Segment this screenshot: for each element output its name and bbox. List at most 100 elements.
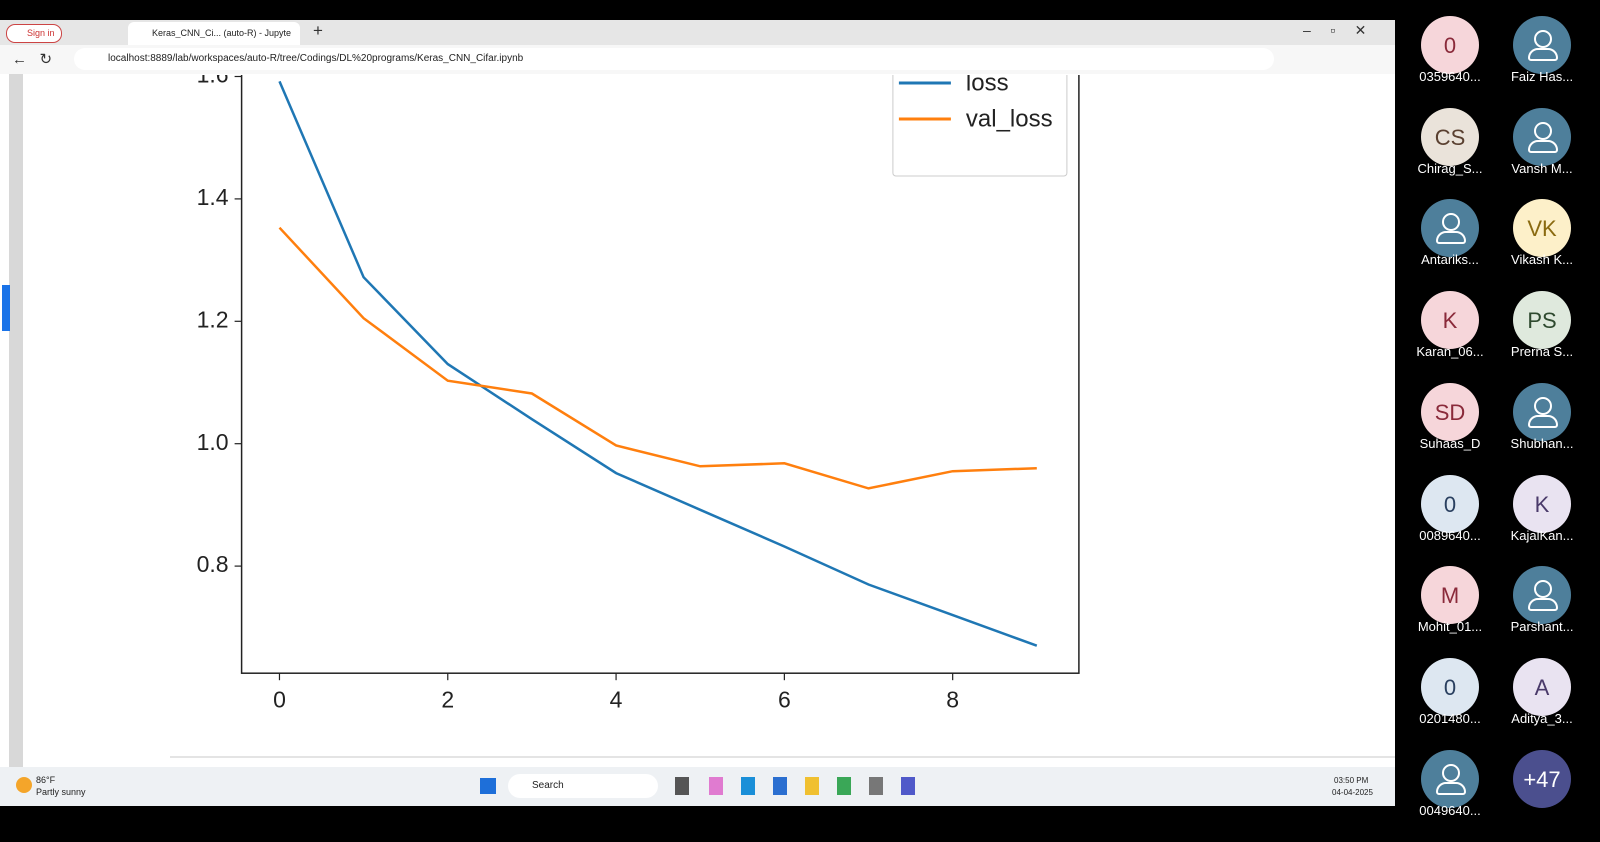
notebook-content	[0, 74, 1395, 767]
participant-name: Parshant...	[1510, 619, 1574, 635]
taskbar-apps[interactable]	[675, 777, 915, 795]
participant-avatar[interactable]: 0	[1421, 16, 1479, 74]
participant-avatar[interactable]: SD	[1421, 382, 1479, 441]
person-icon-head	[1534, 396, 1552, 415]
nav-buttons[interactable]: ← ↻	[12, 51, 53, 68]
participant-avatar[interactable]: K	[1421, 291, 1479, 350]
url-field[interactable]: localhost:8889/lab/workspaces/auto-R/tre…	[74, 48, 1274, 70]
participant-initials: M	[1440, 583, 1460, 609]
participant-avatar[interactable]: A	[1513, 657, 1571, 716]
participant-initials: 0	[1443, 33, 1457, 58]
participant-initials: VK	[1527, 216, 1557, 242]
person-icon-head	[1442, 213, 1460, 232]
person-icon-head	[1442, 763, 1460, 782]
x-tick-label: 2	[441, 686, 454, 712]
legend-label: val_loss	[966, 105, 1053, 132]
tab-title: Keras_CNN_Ci... (auto-R) - Jupyte	[152, 28, 292, 38]
sign-in-text: Sign in	[27, 28, 55, 38]
sign-in-button[interactable]: Sign in	[6, 24, 62, 43]
legend-box	[892, 75, 1068, 177]
taskbar: 86°F Partly sunny Search 03:50 PM 04-04-…	[0, 767, 1395, 806]
search-box[interactable]: Search	[508, 774, 658, 798]
person-icon-head	[1534, 580, 1552, 599]
participant-name: Suhaas_D	[1419, 435, 1481, 451]
x-tick-label: 4	[610, 686, 623, 712]
participant-avatar[interactable]: PS	[1513, 291, 1571, 350]
participant-avatar[interactable]: CS	[1421, 107, 1479, 166]
person-icon-body	[1436, 781, 1466, 795]
clock-date: 04-04-2025	[1332, 788, 1373, 797]
address-bar: ← ↻ localhost:8889/lab/workspaces/auto-R…	[0, 45, 1395, 75]
participant-avatar[interactable]: M	[1421, 566, 1479, 625]
participant-avatar[interactable]: VK	[1513, 199, 1571, 258]
participant-initials: A	[1534, 674, 1550, 700]
scrollbar	[170, 756, 1395, 758]
person-icon-body	[1436, 231, 1466, 245]
person-icon-body	[1528, 598, 1558, 612]
participant-name: 0089640...	[1419, 527, 1481, 543]
participant-avatar[interactable]	[1513, 107, 1571, 166]
side-strip	[9, 74, 23, 767]
participant-avatar[interactable]	[1513, 382, 1571, 441]
x-tick-label: 8	[946, 686, 959, 712]
participant-name: Mohit_01...	[1417, 619, 1483, 635]
y-tick-label: 1.4	[197, 184, 229, 210]
legend-label: loss	[966, 75, 1009, 96]
url-text: localhost:8889/lab/workspaces/auto-R/tre…	[108, 53, 524, 64]
y-tick-label: 1.2	[197, 306, 229, 332]
participant-initials: K	[1534, 491, 1550, 517]
y-tick-label: 0.8	[197, 551, 229, 577]
participant-name: Prerna S...	[1510, 344, 1574, 360]
active-cell-marker	[2, 285, 10, 331]
person-icon-head	[1534, 121, 1552, 140]
active-tab[interactable]: Keras_CNN_Ci... (auto-R) - Jupyte	[128, 22, 300, 45]
clock-time: 03:50 PM	[1334, 776, 1369, 785]
x-tick-label: 0	[273, 686, 286, 712]
participant-name: Karan_06...	[1416, 344, 1484, 360]
loss-line	[278, 80, 1038, 647]
weather: Partly sunny	[36, 787, 86, 797]
participant-avatar[interactable]: +47	[1513, 749, 1571, 808]
participant-name: 0359640...	[1419, 69, 1481, 84]
participant-avatar[interactable]: 0	[1421, 657, 1479, 716]
participant-avatar[interactable]	[1421, 199, 1479, 258]
participant-avatar[interactable]: K	[1513, 474, 1571, 533]
participant-avatar[interactable]: 0	[1421, 474, 1479, 533]
temperature: 86°F	[36, 775, 56, 785]
participant-initials: +47	[1523, 766, 1561, 792]
search-text: Search	[532, 780, 564, 791]
x-tick-label: 6	[778, 686, 791, 712]
participant-initials: CS	[1434, 124, 1466, 150]
participant-avatar[interactable]	[1421, 749, 1479, 808]
y-tick-label: 1.6	[197, 75, 229, 88]
person-icon-body	[1528, 139, 1558, 153]
participants-panel: 0 0359640... Faiz Has... CS Chirag_S... Vansh…	[1395, 0, 1600, 842]
participant-avatar[interactable]	[1513, 16, 1571, 74]
participant-initials: K	[1442, 308, 1458, 334]
participant-name: Chirag_S...	[1417, 160, 1483, 176]
start-button[interactable]	[480, 778, 496, 794]
new-tab[interactable]: +	[313, 21, 323, 40]
weather-icon	[16, 777, 32, 793]
window-controls[interactable]: – ▫ ✕	[1303, 22, 1367, 38]
chart: 0.8 1.0 1.2 1.4 1.6 0 2 4 6 8 loss val_loss	[197, 75, 1080, 712]
y-tick-label: 1.0	[197, 429, 229, 455]
participant-name: Faiz Has...	[1510, 69, 1574, 84]
participant-initials: 0	[1443, 674, 1457, 700]
participant-initials: PS	[1527, 308, 1557, 334]
participant-name: 0049640...	[1419, 802, 1481, 818]
participant-avatar[interactable]	[1513, 566, 1571, 625]
participant-name: Shubhan...	[1510, 435, 1574, 451]
participant-name: Vansh M...	[1511, 160, 1573, 176]
participant-name: Vikash K...	[1511, 252, 1573, 268]
person-icon-body	[1528, 414, 1558, 428]
person-icon-head	[1534, 30, 1552, 48]
loss-line	[278, 226, 1037, 490]
participant-initials: SD	[1434, 399, 1466, 425]
participant-name: Aditya_3...	[1511, 710, 1573, 726]
plot-frame	[240, 75, 1080, 674]
participant-initials: 0	[1443, 491, 1457, 517]
participant-name: KajalKan...	[1510, 527, 1574, 543]
person-icon-body	[1528, 48, 1558, 61]
